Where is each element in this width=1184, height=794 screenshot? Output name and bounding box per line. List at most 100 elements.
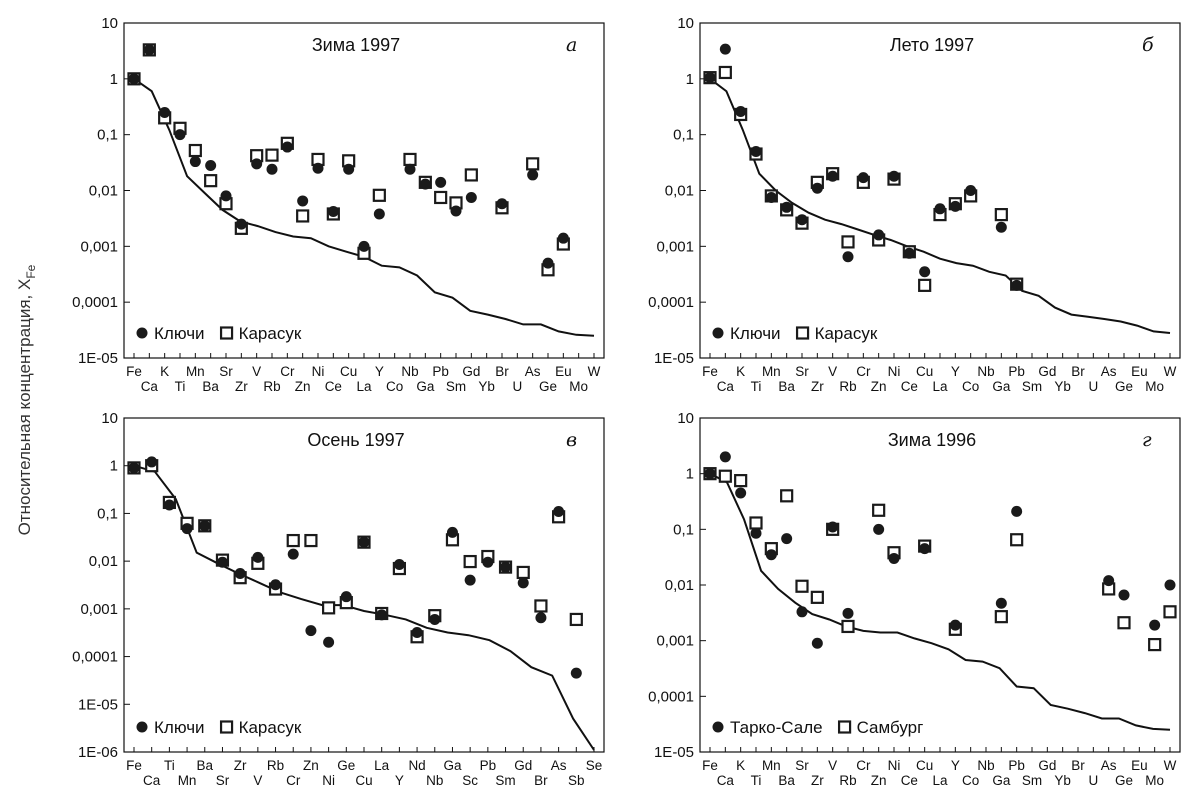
legend-label: Ключи xyxy=(154,324,205,343)
data-point-square xyxy=(810,590,824,604)
x-tick-label: Zr xyxy=(234,758,247,773)
data-point-circle xyxy=(252,551,264,563)
data-point-circle xyxy=(903,247,915,259)
data-point-circle xyxy=(393,559,405,571)
x-tick-label: Gd xyxy=(1038,364,1056,379)
data-point-circle xyxy=(719,43,731,55)
x-tick-label: Yb xyxy=(1054,379,1071,394)
data-point-square xyxy=(304,533,318,548)
data-point-circle xyxy=(517,577,529,589)
data-point-square xyxy=(526,157,540,171)
y-tick-label: 0,1 xyxy=(97,505,118,522)
x-tick-label: Mn xyxy=(186,364,205,379)
x-tick-label: Zn xyxy=(303,758,319,773)
reference-line xyxy=(709,472,1171,731)
data-point-circle xyxy=(358,536,370,548)
x-tick-label: V xyxy=(253,773,262,788)
y-tick-label: 0,1 xyxy=(673,127,694,144)
y-tick-label: 1E-06 xyxy=(78,744,118,761)
data-point-circle xyxy=(888,170,900,182)
x-tick-label: Cu xyxy=(355,773,372,788)
x-tick-label: Mn xyxy=(178,773,197,788)
data-point-circle xyxy=(464,574,476,586)
data-point-square xyxy=(403,152,417,167)
data-point-circle xyxy=(827,170,839,182)
x-tick-label: Eu xyxy=(1131,364,1148,379)
data-point-square xyxy=(795,579,809,593)
y-tick-label: 10 xyxy=(101,410,118,427)
data-point-circle xyxy=(704,72,716,84)
data-point-square xyxy=(204,174,218,188)
x-tick-label: Ga xyxy=(992,379,1011,394)
x-tick-label: Cr xyxy=(286,773,301,788)
x-tick-label: As xyxy=(1101,364,1117,379)
x-tick-label: Y xyxy=(375,364,384,379)
legend-marker-circle xyxy=(136,721,148,733)
data-point-square xyxy=(841,235,855,249)
x-tick-label: Sr xyxy=(219,364,233,379)
data-point-square xyxy=(734,474,748,488)
x-tick-label: Ni xyxy=(312,364,325,379)
data-point-square xyxy=(286,533,300,548)
x-tick-label: Nb xyxy=(977,364,994,379)
x-tick-label: Sm xyxy=(1022,379,1042,394)
y-tick-label: 10 xyxy=(101,15,118,32)
data-point-circle xyxy=(735,105,747,117)
data-point-square xyxy=(1117,616,1131,630)
legend-marker-square xyxy=(219,720,234,734)
data-point-circle xyxy=(446,526,458,538)
data-point-circle xyxy=(373,208,385,220)
data-point-square xyxy=(994,610,1008,624)
data-point-square xyxy=(1148,637,1162,652)
x-tick-label: Rb xyxy=(267,758,284,773)
chart-panel-3: 1010,10,010,0010,00011E-051E-06FeCaTiMnB… xyxy=(72,410,605,788)
x-tick-label: Fe xyxy=(126,758,142,773)
x-tick-label: Cu xyxy=(916,758,933,773)
panel-title: Осень 1997 xyxy=(307,430,404,450)
x-tick-label: La xyxy=(374,758,390,773)
x-tick-label: Zr xyxy=(811,379,824,394)
x-tick-label: As xyxy=(525,364,541,379)
data-point-circle xyxy=(411,626,423,638)
x-tick-label: Sm xyxy=(495,773,515,788)
data-point-circle xyxy=(323,636,335,648)
legend-marker-square xyxy=(837,720,852,734)
data-point-circle xyxy=(781,533,793,545)
x-tick-label: Gd xyxy=(462,364,480,379)
data-point-circle xyxy=(704,468,716,480)
data-point-circle xyxy=(1118,589,1130,601)
x-tick-label: As xyxy=(1101,758,1117,773)
data-point-square xyxy=(994,208,1008,222)
data-point-circle xyxy=(934,203,946,215)
x-tick-label: Pb xyxy=(1008,758,1025,773)
x-tick-label: Rb xyxy=(839,773,856,788)
x-tick-label: Ti xyxy=(164,758,175,773)
y-tick-label: 0,01 xyxy=(89,183,118,200)
data-point-circle xyxy=(542,257,554,269)
chart-panel-2: 1010,10,010,0010,00011E-05FeCaKTiMnBaSrZ… xyxy=(648,15,1181,394)
x-tick-label: Rb xyxy=(839,379,856,394)
x-tick-label: Ce xyxy=(901,379,918,394)
data-point-square xyxy=(841,619,855,634)
data-point-square xyxy=(265,148,279,162)
data-point-circle xyxy=(358,240,370,252)
x-tick-label: Cr xyxy=(280,364,295,379)
x-tick-label: W xyxy=(1164,364,1177,379)
x-tick-label: Co xyxy=(962,773,979,788)
x-tick-label: Sr xyxy=(216,773,230,788)
data-point-circle xyxy=(500,561,512,573)
data-point-circle xyxy=(376,609,388,621)
x-tick-label: Mo xyxy=(569,379,588,394)
x-tick-label: La xyxy=(932,379,948,394)
data-point-square xyxy=(372,188,386,202)
data-point-circle xyxy=(297,195,309,207)
data-point-circle xyxy=(199,520,211,532)
x-tick-label: Fe xyxy=(126,364,142,379)
y-tick-label: 0,0001 xyxy=(72,294,118,311)
x-tick-label: Ti xyxy=(175,379,186,394)
y-tick-label: 1 xyxy=(110,71,118,88)
data-point-circle xyxy=(482,556,494,568)
data-point-circle xyxy=(557,232,569,244)
data-point-circle xyxy=(750,145,762,157)
